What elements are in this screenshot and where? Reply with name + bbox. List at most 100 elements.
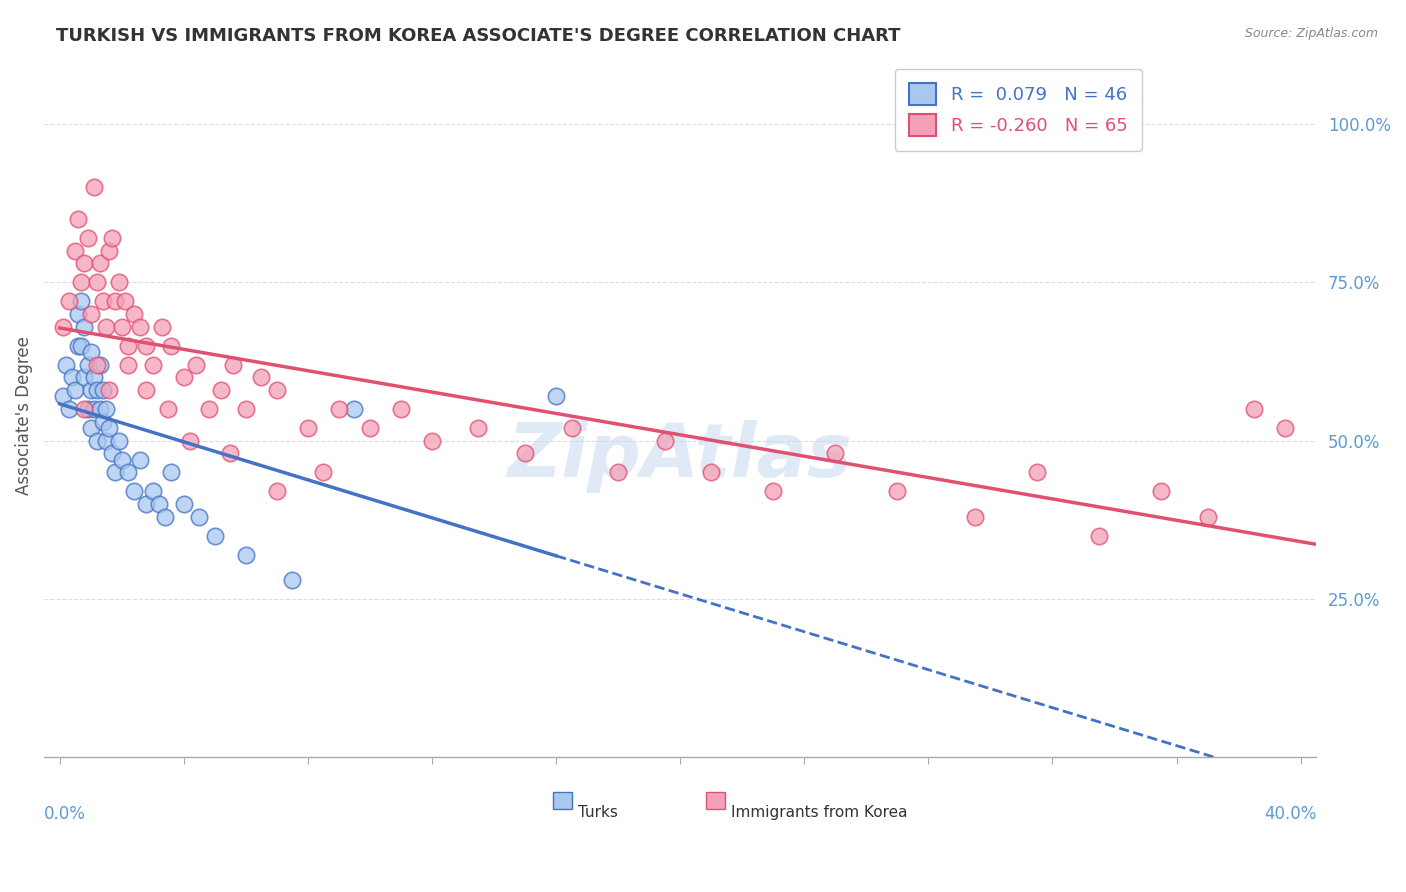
Text: TURKISH VS IMMIGRANTS FROM KOREA ASSOCIATE'S DEGREE CORRELATION CHART: TURKISH VS IMMIGRANTS FROM KOREA ASSOCIA… xyxy=(56,27,901,45)
Point xyxy=(762,484,785,499)
Point xyxy=(76,358,98,372)
Point xyxy=(52,389,75,403)
Point xyxy=(79,307,101,321)
Point xyxy=(70,294,93,309)
Point xyxy=(91,415,114,429)
Point xyxy=(76,401,98,416)
Point xyxy=(73,401,96,416)
Point xyxy=(107,275,129,289)
Point xyxy=(76,231,98,245)
Point xyxy=(209,383,232,397)
Point xyxy=(111,452,134,467)
Point xyxy=(79,345,101,359)
Point xyxy=(160,338,183,352)
Point xyxy=(55,358,77,372)
Point xyxy=(173,370,195,384)
Point xyxy=(886,484,908,499)
Point xyxy=(135,383,157,397)
Point xyxy=(79,383,101,397)
Point xyxy=(1088,529,1111,543)
Point xyxy=(70,338,93,352)
Point xyxy=(83,180,105,194)
Point xyxy=(86,383,108,397)
Point xyxy=(1243,401,1265,416)
Point xyxy=(135,497,157,511)
Y-axis label: Associate's Degree: Associate's Degree xyxy=(15,336,32,495)
Point xyxy=(70,275,93,289)
Point xyxy=(98,244,121,258)
Point xyxy=(63,383,86,397)
Point xyxy=(1150,484,1173,499)
Point xyxy=(467,421,489,435)
Point xyxy=(96,319,118,334)
Point xyxy=(67,307,90,321)
Bar xyxy=(706,791,724,809)
Point xyxy=(114,294,136,309)
Point xyxy=(173,497,195,511)
Point xyxy=(197,401,219,416)
Point xyxy=(148,497,170,511)
Point xyxy=(157,401,180,416)
Point xyxy=(89,256,111,270)
Point xyxy=(60,370,83,384)
Point xyxy=(96,434,118,448)
Point xyxy=(250,370,273,384)
Point xyxy=(96,401,118,416)
Point xyxy=(67,338,90,352)
Point xyxy=(58,294,80,309)
Point xyxy=(122,484,145,499)
Point xyxy=(513,446,536,460)
Point xyxy=(91,383,114,397)
Point xyxy=(1274,421,1296,435)
Point xyxy=(654,434,676,448)
Point xyxy=(135,338,157,352)
Point xyxy=(312,466,335,480)
Point xyxy=(86,434,108,448)
Point xyxy=(86,358,108,372)
Point xyxy=(117,466,139,480)
Point xyxy=(63,244,86,258)
Point xyxy=(1197,509,1219,524)
Point xyxy=(142,358,165,372)
Point xyxy=(111,319,134,334)
Point xyxy=(91,294,114,309)
Point xyxy=(101,231,124,245)
Point xyxy=(73,370,96,384)
Point xyxy=(101,446,124,460)
Point xyxy=(222,358,245,372)
Point xyxy=(58,401,80,416)
Text: Immigrants from Korea: Immigrants from Korea xyxy=(731,805,907,821)
Point xyxy=(389,401,412,416)
Point xyxy=(281,573,304,587)
Point xyxy=(104,294,127,309)
Point xyxy=(122,307,145,321)
Point xyxy=(98,383,121,397)
Point xyxy=(204,529,226,543)
Point xyxy=(266,383,288,397)
Point xyxy=(160,466,183,480)
Point xyxy=(86,275,108,289)
Point xyxy=(963,509,986,524)
Point xyxy=(235,548,257,562)
Text: 40.0%: 40.0% xyxy=(1264,805,1316,823)
Point xyxy=(544,389,567,403)
Point xyxy=(343,401,366,416)
Point xyxy=(561,421,583,435)
Point xyxy=(129,452,152,467)
Point xyxy=(79,421,101,435)
Point xyxy=(179,434,201,448)
Point xyxy=(188,509,211,524)
Point xyxy=(117,358,139,372)
Point xyxy=(235,401,257,416)
Point xyxy=(129,319,152,334)
Point xyxy=(153,509,176,524)
Point xyxy=(89,401,111,416)
Point xyxy=(67,211,90,226)
Point xyxy=(824,446,846,460)
Point xyxy=(420,434,443,448)
Point xyxy=(219,446,242,460)
Point xyxy=(73,256,96,270)
Point xyxy=(83,370,105,384)
Point xyxy=(107,434,129,448)
Point xyxy=(73,319,96,334)
